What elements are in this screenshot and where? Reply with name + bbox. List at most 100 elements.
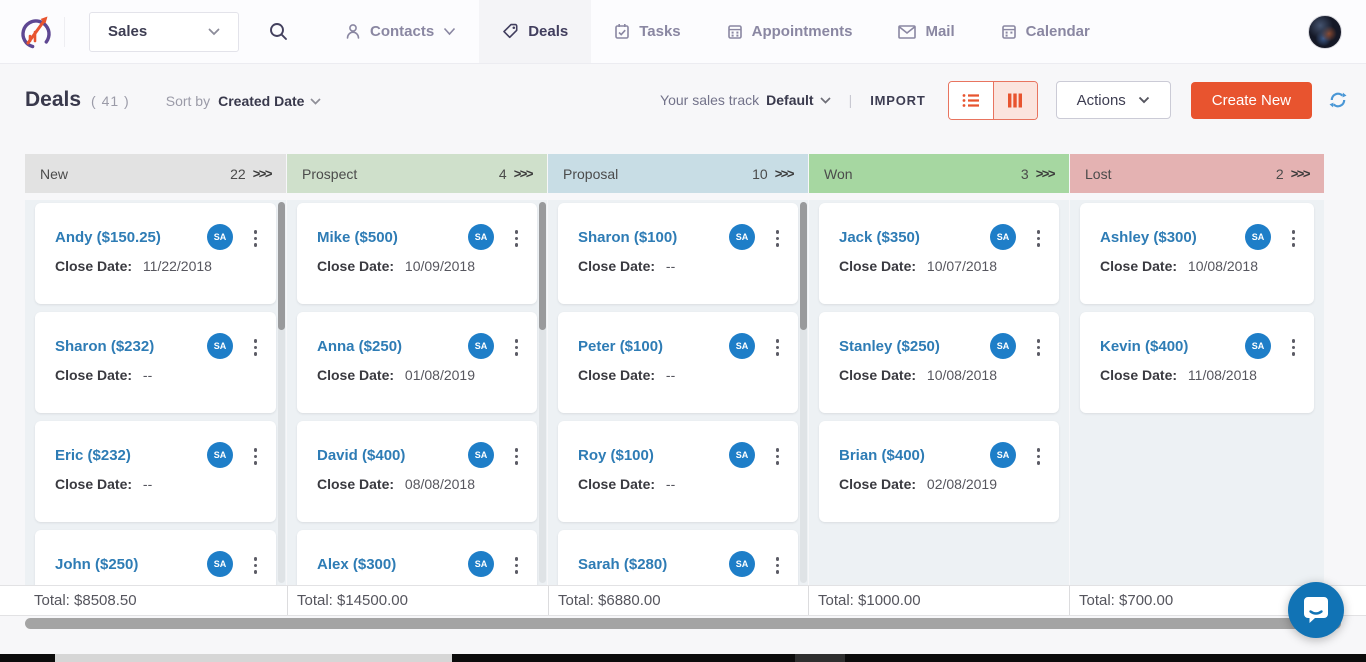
owner-avatar[interactable]: SA	[468, 333, 494, 359]
sales-track-dropdown[interactable]: Default	[766, 92, 831, 108]
user-avatar[interactable]	[1308, 15, 1342, 49]
column-scrollbar-thumb[interactable]	[539, 202, 546, 330]
deal-card[interactable]: Andy ($150.25) SA Close Date: 11/22/2018	[35, 203, 276, 304]
owner-avatar[interactable]: SA	[990, 442, 1016, 468]
nav-item-deals[interactable]: Deals	[479, 0, 592, 63]
owner-avatar[interactable]: SA	[207, 442, 233, 468]
deal-link[interactable]: Sharon ($232)	[55, 338, 155, 355]
card-menu-icon[interactable]	[1290, 228, 1298, 249]
chat-launcher-button[interactable]	[1288, 582, 1344, 638]
deal-link[interactable]: Peter ($100)	[578, 338, 664, 355]
deal-link[interactable]: John ($250)	[55, 556, 139, 573]
deal-card[interactable]: Mike ($500) SA Close Date: 10/09/2018	[297, 203, 537, 304]
toolbar-divider: |	[848, 92, 853, 108]
refresh-icon[interactable]	[1328, 90, 1348, 110]
bottom-edge-strip	[0, 654, 1366, 662]
kanban-view-button[interactable]	[992, 81, 1037, 119]
card-menu-icon[interactable]	[1035, 446, 1043, 467]
deal-link[interactable]: Andy ($150.25)	[55, 229, 161, 246]
card-menu-icon[interactable]	[252, 555, 260, 576]
nav-item-mail[interactable]: Mail	[875, 0, 977, 63]
deal-link[interactable]: David ($400)	[317, 447, 406, 464]
deal-link[interactable]: Sharon ($100)	[578, 229, 678, 246]
deal-card[interactable]: Ashley ($300) SA Close Date: 10/08/2018	[1080, 203, 1314, 304]
card-menu-icon[interactable]	[1035, 228, 1043, 249]
card-menu-icon[interactable]	[252, 446, 260, 467]
owner-avatar[interactable]: SA	[468, 442, 494, 468]
collapse-arrows-icon[interactable]: >>>	[513, 166, 534, 181]
card-menu-icon[interactable]	[774, 337, 782, 358]
deal-link[interactable]: Anna ($250)	[317, 338, 403, 355]
deal-card[interactable]: Jack ($350) SA Close Date: 10/07/2018	[819, 203, 1059, 304]
deal-card[interactable]: Eric ($232) SA Close Date: --	[35, 421, 276, 522]
owner-avatar[interactable]: SA	[207, 551, 233, 577]
nav-item-appointments[interactable]: Appointments	[704, 0, 876, 63]
deal-link[interactable]: Roy ($100)	[578, 447, 654, 464]
card-menu-icon[interactable]	[513, 337, 521, 358]
card-menu-icon[interactable]	[513, 446, 521, 467]
owner-avatar[interactable]: SA	[468, 551, 494, 577]
owner-avatar[interactable]: SA	[468, 224, 494, 250]
deal-card[interactable]: Stanley ($250) SA Close Date: 10/08/2018	[819, 312, 1059, 413]
card-menu-icon[interactable]	[774, 446, 782, 467]
deal-link[interactable]: Kevin ($400)	[1100, 338, 1189, 355]
card-menu-icon[interactable]	[252, 337, 260, 358]
deal-card[interactable]: Sharon ($100) SA Close Date: --	[558, 203, 798, 304]
owner-avatar[interactable]: SA	[207, 224, 233, 250]
column-scrollbar-thumb[interactable]	[800, 202, 807, 330]
sort-by-dropdown[interactable]: Created Date	[218, 93, 322, 109]
deal-card[interactable]: Sharon ($232) SA Close Date: --	[35, 312, 276, 413]
deal-card[interactable]: John ($250) SA	[35, 530, 276, 585]
collapse-arrows-icon[interactable]: >>>	[1035, 166, 1056, 181]
collapse-arrows-icon[interactable]: >>>	[252, 166, 273, 181]
owner-avatar[interactable]: SA	[729, 333, 755, 359]
deal-card[interactable]: Anna ($250) SA Close Date: 01/08/2019	[297, 312, 537, 413]
search-icon[interactable]	[269, 22, 288, 41]
owner-avatar[interactable]: SA	[1245, 333, 1271, 359]
horizontal-scrollbar-thumb[interactable]	[25, 618, 1341, 629]
actions-dropdown[interactable]: Actions	[1055, 81, 1171, 119]
nav-item-tasks[interactable]: Tasks	[591, 0, 703, 63]
list-view-button[interactable]	[948, 81, 993, 119]
collapse-arrows-icon[interactable]: >>>	[1290, 166, 1311, 181]
nav-item-contacts[interactable]: Contacts	[322, 0, 479, 63]
card-menu-icon[interactable]	[513, 555, 521, 576]
column-scrollbar-thumb[interactable]	[278, 202, 285, 330]
card-menu-icon[interactable]	[513, 228, 521, 249]
deal-card[interactable]: Alex ($300) SA	[297, 530, 537, 585]
card-menu-icon[interactable]	[774, 555, 782, 576]
card-menu-icon[interactable]	[1035, 337, 1043, 358]
deal-link[interactable]: Eric ($232)	[55, 447, 131, 464]
deal-card[interactable]: Peter ($100) SA Close Date: --	[558, 312, 798, 413]
owner-avatar[interactable]: SA	[1245, 224, 1271, 250]
collapse-arrows-icon[interactable]: >>>	[774, 166, 795, 181]
owner-avatar[interactable]: SA	[990, 333, 1016, 359]
owner-avatar[interactable]: SA	[729, 551, 755, 577]
card-menu-icon[interactable]	[252, 228, 260, 249]
deal-link[interactable]: Jack ($350)	[839, 229, 920, 246]
app-switcher-dropdown[interactable]: Sales	[89, 11, 239, 52]
owner-avatar[interactable]: SA	[207, 333, 233, 359]
deal-link[interactable]: Stanley ($250)	[839, 338, 940, 355]
owner-avatar[interactable]: SA	[990, 224, 1016, 250]
deal-link[interactable]: Alex ($300)	[317, 556, 397, 573]
deal-card[interactable]: Roy ($100) SA Close Date: --	[558, 421, 798, 522]
nav-item-calendar[interactable]: Calendar	[978, 0, 1113, 63]
create-new-button[interactable]: Create New	[1190, 81, 1312, 119]
deal-card[interactable]: Brian ($400) SA Close Date: 02/08/2019	[819, 421, 1059, 522]
deal-link[interactable]: Mike ($500)	[317, 229, 398, 246]
deal-link[interactable]: Brian ($400)	[839, 447, 925, 464]
import-button[interactable]: IMPORT	[870, 92, 926, 108]
close-date-label: Close Date:	[317, 476, 395, 492]
owner-avatar[interactable]: SA	[729, 442, 755, 468]
column-count: 2	[1275, 165, 1284, 182]
app-logo-icon[interactable]	[14, 10, 58, 54]
card-menu-icon[interactable]	[1290, 337, 1298, 358]
deal-link[interactable]: Ashley ($300)	[1100, 229, 1197, 246]
deal-card[interactable]: Kevin ($400) SA Close Date: 11/08/2018	[1080, 312, 1314, 413]
card-menu-icon[interactable]	[774, 228, 782, 249]
deal-card[interactable]: David ($400) SA Close Date: 08/08/2018	[297, 421, 537, 522]
deal-card[interactable]: Sarah ($280) SA	[558, 530, 798, 585]
owner-avatar[interactable]: SA	[729, 224, 755, 250]
deal-link[interactable]: Sarah ($280)	[578, 556, 668, 573]
